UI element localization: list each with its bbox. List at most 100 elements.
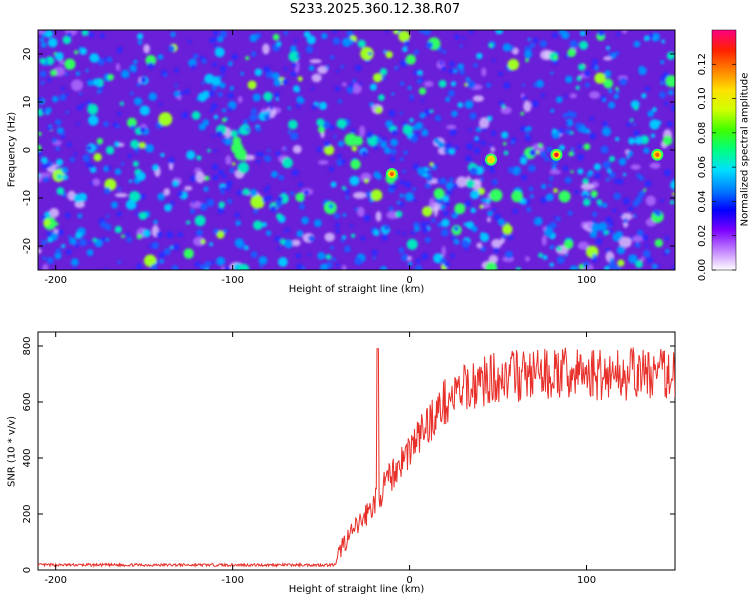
heatmap-cell — [317, 65, 328, 74]
heatmap-cell — [204, 73, 215, 84]
heatmap-cell — [546, 146, 553, 153]
heatmap-cell — [79, 238, 87, 247]
heatmap-hot-spot — [550, 148, 563, 161]
heatmap-cell — [213, 30, 219, 36]
heatmap-cell — [38, 248, 42, 254]
heatmap-cell — [229, 85, 235, 91]
heatmap-cell — [381, 76, 386, 81]
heatmap-cell — [349, 224, 353, 228]
heatmap-cell — [219, 82, 226, 89]
heatmap-cell — [105, 238, 110, 242]
heatmap-cell — [290, 191, 295, 196]
heatmap-cell — [470, 189, 480, 200]
heatmap-cell — [453, 183, 459, 189]
heatmap-cell — [403, 150, 409, 156]
heatmap-cell — [292, 85, 300, 93]
heatmap-cell — [613, 93, 619, 100]
heatmap-cell — [308, 235, 315, 242]
heatmap-cell — [481, 197, 487, 203]
heatmap-cell — [520, 125, 527, 132]
heatmap-cell — [170, 31, 176, 38]
y-tick-label: 0 — [22, 567, 33, 573]
heatmap-cell — [277, 257, 288, 267]
heatmap-cell — [465, 179, 475, 189]
heatmap-cell — [191, 111, 201, 120]
heatmap-cell — [223, 228, 228, 234]
heatmap-cell — [549, 262, 554, 268]
heatmap-cell — [346, 30, 354, 37]
heatmap-cell — [288, 50, 300, 63]
heatmap-cell — [41, 215, 47, 221]
heatmap-cell — [606, 168, 612, 174]
heatmap-cell — [520, 111, 525, 116]
heatmap-cell — [157, 192, 166, 201]
heatmap-cell — [630, 164, 641, 170]
heatmap-cell — [550, 244, 555, 249]
heatmap-cell — [341, 264, 347, 270]
heatmap-cell — [379, 68, 388, 76]
heatmap-cell — [668, 89, 674, 96]
heatmap-cell — [184, 185, 193, 191]
heatmap-cell — [317, 251, 326, 260]
heatmap-cell — [580, 183, 595, 190]
heatmap-cell — [421, 206, 433, 217]
heatmap-cell — [227, 92, 234, 99]
heatmap-cell — [504, 250, 514, 259]
heatmap-cell — [430, 109, 434, 113]
heatmap-cell — [439, 177, 447, 185]
heatmap-cell — [277, 247, 281, 251]
heatmap-cell — [283, 30, 289, 36]
heatmap-cell — [370, 189, 383, 202]
heatmap-cell — [70, 79, 84, 92]
x-tick-label: -200 — [44, 575, 67, 586]
heatmap-cell — [638, 66, 647, 76]
x-tick-label: 100 — [577, 275, 596, 286]
heatmap-cell — [73, 193, 83, 203]
heatmap-cell — [110, 201, 119, 209]
heatmap-cell — [591, 219, 596, 224]
heatmap-cell — [480, 246, 486, 252]
heatmap-cell — [230, 129, 238, 138]
heatmap-cell — [486, 217, 491, 223]
heatmap-cell — [512, 208, 518, 214]
heatmap-cell — [421, 99, 425, 103]
heatmap-cell — [96, 137, 104, 145]
heatmap-cell — [258, 256, 268, 265]
heatmap-cell — [59, 167, 63, 171]
snr-xlabel: Height of straight line (km) — [288, 584, 425, 595]
heatmap-cell — [331, 30, 338, 34]
heatmap-cell — [404, 192, 415, 202]
heatmap-cell — [276, 213, 283, 220]
heatmap-cell — [262, 43, 270, 55]
heatmap-cell — [292, 145, 302, 154]
heatmap-cell — [608, 101, 616, 109]
heatmap-cell — [645, 195, 656, 206]
heatmap-cell — [616, 245, 626, 255]
heatmap-cell — [64, 72, 69, 76]
heatmap-cell — [473, 147, 481, 154]
heatmap-cell — [303, 189, 309, 196]
heatmap-cell — [218, 169, 224, 176]
heatmap-cell — [510, 140, 515, 145]
heatmap-cell — [349, 175, 360, 186]
heatmap-cell — [501, 104, 506, 109]
heatmap-cell — [501, 131, 509, 139]
heatmap-cell — [453, 238, 460, 245]
heatmap-cell — [174, 83, 178, 87]
heatmap-cell — [114, 192, 128, 198]
heatmap-cell — [413, 49, 419, 55]
heatmap-xlabel: Height of straight line (km) — [288, 284, 425, 295]
heatmap-cell — [117, 260, 121, 264]
heatmap-cell — [355, 64, 362, 72]
heatmap-cell — [168, 157, 175, 164]
heatmap-cell — [570, 147, 574, 151]
heatmap-cell — [441, 66, 447, 72]
heatmap-cell — [266, 194, 273, 201]
heatmap-cell — [263, 188, 269, 194]
heatmap-cell — [578, 263, 585, 270]
heatmap-cell — [40, 42, 47, 48]
heatmap-cell — [66, 142, 72, 148]
heatmap-cell — [434, 114, 442, 122]
heatmap-cell — [150, 263, 158, 270]
